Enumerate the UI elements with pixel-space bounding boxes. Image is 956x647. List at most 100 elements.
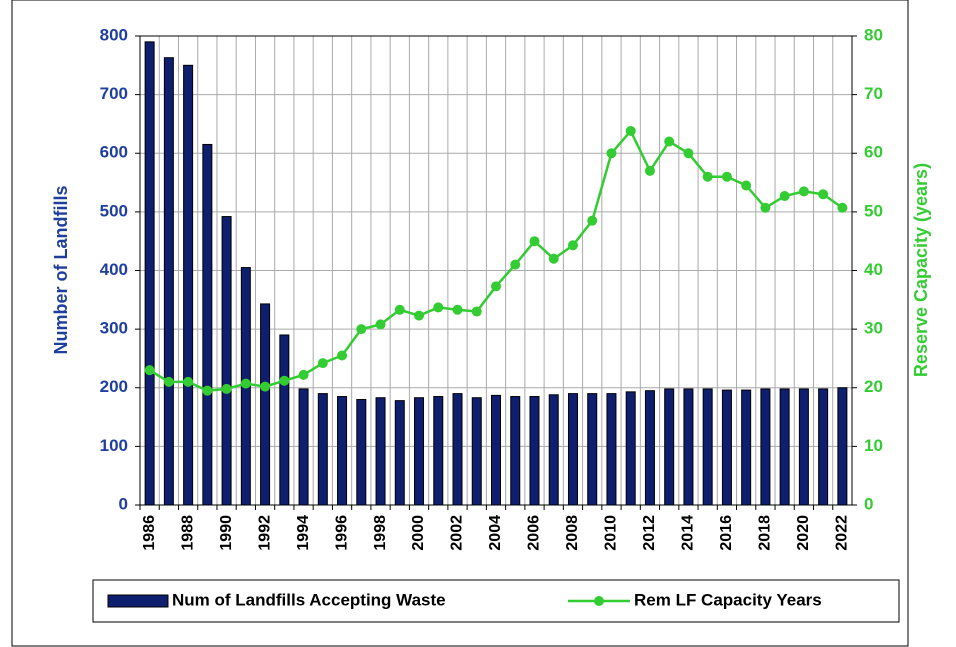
bar <box>779 388 790 506</box>
bar <box>414 397 425 506</box>
y-tick-label: 400 <box>100 260 128 279</box>
legend-swatch <box>107 594 169 608</box>
x-tick-label: 1988 <box>179 515 196 551</box>
bar <box>298 388 309 506</box>
x-tick-label: 1998 <box>372 515 389 551</box>
bar <box>606 393 617 506</box>
bar <box>625 391 636 506</box>
point <box>567 240 578 251</box>
bar <box>587 393 598 506</box>
bar <box>356 398 367 506</box>
y2-axis-title: Reserve Capacity (years) <box>911 163 931 377</box>
point <box>491 281 501 292</box>
point <box>837 202 848 213</box>
x-tick-label: 2000 <box>410 515 427 551</box>
bar <box>183 64 194 506</box>
bar <box>837 387 848 506</box>
point <box>625 125 636 136</box>
bar <box>644 390 655 506</box>
y2-tick-label: 70 <box>864 84 883 103</box>
point <box>337 350 348 361</box>
point <box>452 304 463 315</box>
point <box>683 148 694 159</box>
point <box>644 165 655 176</box>
frame <box>11 0 909 647</box>
point <box>721 171 732 182</box>
point <box>779 191 790 202</box>
point <box>664 136 675 147</box>
point <box>414 310 425 321</box>
x-tick-label: 1990 <box>218 515 235 551</box>
bar <box>337 396 348 506</box>
y-tick-label: 800 <box>100 25 128 44</box>
bar <box>394 400 405 506</box>
x-tick-label: 2010 <box>603 515 620 551</box>
point <box>760 202 771 213</box>
y-axis-title: Number of Landfills <box>51 185 71 354</box>
y2-tick-label: 20 <box>864 377 883 396</box>
point <box>317 358 328 369</box>
point <box>587 215 598 226</box>
line <box>148 128 844 392</box>
y2-tick-label: 60 <box>864 143 883 162</box>
x-tick-label: 2002 <box>449 515 466 551</box>
x-tick-label: 2018 <box>757 515 774 551</box>
y-tick-label: 200 <box>100 377 128 396</box>
bar <box>452 393 463 506</box>
legend-label: Rem LF Capacity Years <box>634 590 822 609</box>
point <box>741 180 752 191</box>
point <box>202 385 213 396</box>
point <box>702 171 713 182</box>
y2-tick-label: 10 <box>864 436 883 455</box>
bar <box>144 41 155 506</box>
x-tick-label: 2012 <box>641 515 658 551</box>
point <box>260 381 271 392</box>
bar <box>683 388 694 506</box>
bar <box>567 393 578 506</box>
x-tick-label: 1992 <box>256 515 273 551</box>
x-tick-label: 2008 <box>564 515 581 551</box>
legend-swatch <box>594 596 604 606</box>
point <box>375 319 386 330</box>
point <box>279 375 290 386</box>
bar <box>491 394 501 506</box>
bar <box>721 389 732 506</box>
point <box>221 383 232 394</box>
point <box>163 376 174 387</box>
y2-tick-label: 30 <box>864 319 883 338</box>
point <box>818 189 829 200</box>
point <box>144 365 155 376</box>
point <box>606 148 617 159</box>
point <box>548 253 559 264</box>
x-tick-label: 1986 <box>141 515 158 551</box>
point <box>433 302 444 313</box>
y-tick-label: 700 <box>100 84 128 103</box>
x-tick-label: 2014 <box>680 515 697 551</box>
x-tick-label: 2004 <box>487 515 504 551</box>
y2-tick-label: 0 <box>864 494 873 513</box>
point <box>798 186 809 197</box>
bar <box>202 143 213 506</box>
point <box>240 378 251 389</box>
bar <box>279 334 290 506</box>
x-tick-label: 2006 <box>526 515 543 551</box>
bar <box>818 388 829 506</box>
point <box>529 236 540 247</box>
bar <box>702 388 713 506</box>
bar <box>433 396 444 506</box>
bar <box>510 396 521 506</box>
legend-box <box>92 579 900 623</box>
y-tick-label: 100 <box>100 436 128 455</box>
x-tick-label: 2020 <box>795 515 812 551</box>
bar <box>375 397 386 506</box>
y2-tick-label: 50 <box>864 201 883 220</box>
x-tick-label: 1996 <box>333 515 350 551</box>
bar <box>664 388 675 506</box>
y-tick-label: 0 <box>119 494 128 513</box>
bar <box>529 396 540 506</box>
point <box>298 369 309 380</box>
point <box>510 259 521 270</box>
y-tick-label: 600 <box>100 143 128 162</box>
point <box>471 306 482 317</box>
